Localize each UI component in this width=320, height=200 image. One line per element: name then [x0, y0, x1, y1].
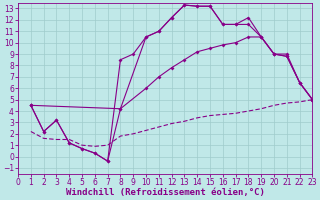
X-axis label: Windchill (Refroidissement éolien,°C): Windchill (Refroidissement éolien,°C) [66, 188, 265, 197]
